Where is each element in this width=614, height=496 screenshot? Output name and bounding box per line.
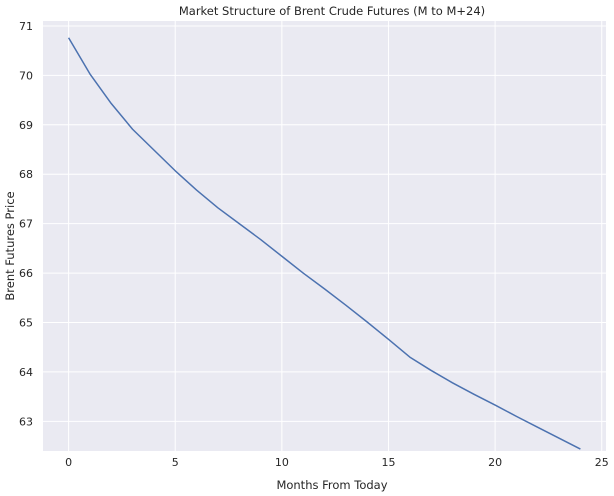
- y-tick-label: 65: [19, 316, 33, 329]
- y-tick-label: 71: [19, 20, 33, 33]
- x-tick-label: 0: [65, 456, 72, 469]
- plot-area: [43, 21, 606, 451]
- y-tick-label: 68: [19, 168, 33, 181]
- y-tick-label: 70: [19, 69, 33, 82]
- data-series: [67, 37, 581, 450]
- x-tick-label: 5: [172, 456, 179, 469]
- y-tick-label: 67: [19, 218, 33, 231]
- y-tick-label: 69: [19, 119, 33, 132]
- x-tick-label: 25: [595, 456, 609, 469]
- y-tick-label: 64: [19, 366, 33, 379]
- tick-labels: 0 5 10 15 20 25 63 64 65 66 67 68 69 70 71: [19, 20, 609, 469]
- x-tick-label: 15: [381, 456, 395, 469]
- y-axis-label: Brent Futures Price: [3, 191, 17, 300]
- y-tick-label: 63: [19, 415, 33, 428]
- grid-lines: [43, 21, 606, 451]
- y-tick-label: 66: [19, 267, 33, 280]
- series-line: [67, 37, 581, 450]
- x-tick-label: 10: [275, 456, 289, 469]
- x-axis-label: Months From Today: [276, 478, 387, 492]
- chart-title: Market Structure of Brent Crude Futures …: [179, 4, 485, 18]
- x-tick-label: 20: [488, 456, 502, 469]
